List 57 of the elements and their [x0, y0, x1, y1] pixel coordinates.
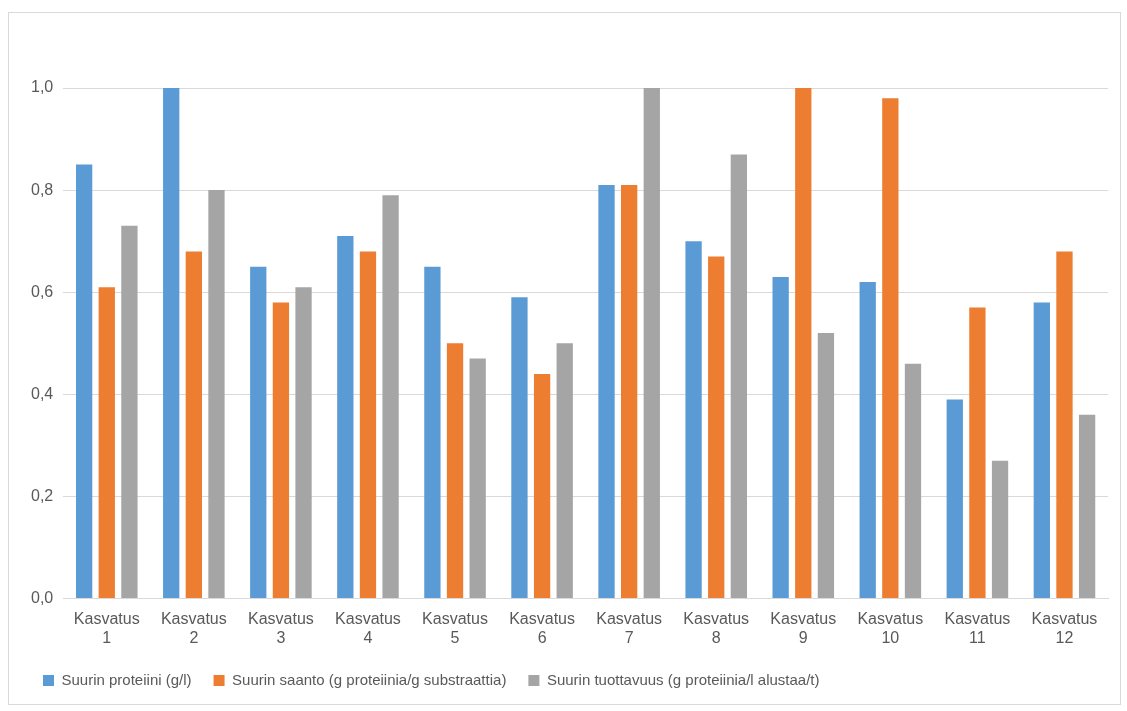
bar	[556, 343, 573, 599]
bar	[621, 185, 638, 599]
y-tick-label: 0,0	[30, 589, 54, 607]
bar	[598, 185, 615, 599]
bar	[382, 195, 399, 599]
bar	[469, 358, 486, 599]
bar	[685, 241, 702, 599]
bar	[359, 251, 377, 599]
bar	[208, 190, 225, 599]
bar	[772, 276, 789, 599]
bar	[708, 256, 725, 599]
x-tick-label: Kasvatus 4	[335, 609, 401, 646]
bar	[904, 363, 922, 599]
bar	[163, 88, 180, 599]
bar	[98, 287, 115, 599]
bar	[1056, 251, 1073, 599]
bar	[121, 225, 138, 599]
x-tick-label: Kasvatus 5	[422, 609, 488, 646]
bar	[1033, 302, 1050, 599]
bar	[446, 343, 464, 599]
x-tick-label: Kasvatus 8	[683, 609, 750, 646]
x-tick-label: Kasvatus 12	[1031, 609, 1098, 646]
x-tick-label: Kasvatus 6	[509, 609, 575, 646]
bar	[882, 98, 899, 599]
y-tick-label: 0,6	[30, 282, 54, 300]
x-tick-label: Kasvatus 1	[73, 609, 140, 646]
y-tick-label: 0,8	[30, 180, 54, 198]
bar	[969, 307, 986, 599]
legend-label: Suurin saanto (g proteiinia/g substraattia)	[232, 670, 507, 688]
y-tick-label: 0,4	[30, 384, 54, 402]
x-tick-label: Kasvatus 10	[857, 609, 924, 646]
x-tick-label: Kasvatus 9	[770, 609, 837, 646]
bar	[533, 373, 551, 599]
legend-label: Suurin proteiini (g/l)	[61, 670, 192, 688]
bar	[337, 236, 354, 599]
bar	[272, 302, 290, 599]
y-tick-label: 0,2	[30, 486, 54, 504]
bar	[730, 154, 747, 599]
bar	[795, 88, 812, 599]
bar	[991, 460, 1009, 599]
y-tick-label: 1,0	[30, 78, 54, 96]
bar	[511, 297, 528, 599]
bar	[295, 287, 312, 599]
x-tick-label: Kasvatus 11	[944, 609, 1011, 646]
bar	[250, 266, 267, 599]
legend-label: Suurin tuottavuus (g proteiinia/l alustaa/t)	[546, 670, 820, 688]
bar	[946, 399, 963, 599]
bar	[185, 251, 202, 599]
bar	[75, 164, 93, 599]
bar	[643, 88, 660, 599]
x-tick-label: Kasvatus 7	[596, 609, 663, 646]
x-tick-label: Kasvatus 2	[160, 609, 227, 646]
x-tick-label: Kasvatus 3	[247, 609, 314, 646]
bar	[817, 333, 835, 599]
bar	[424, 266, 441, 599]
bar	[859, 282, 876, 599]
bar	[1078, 414, 1096, 599]
